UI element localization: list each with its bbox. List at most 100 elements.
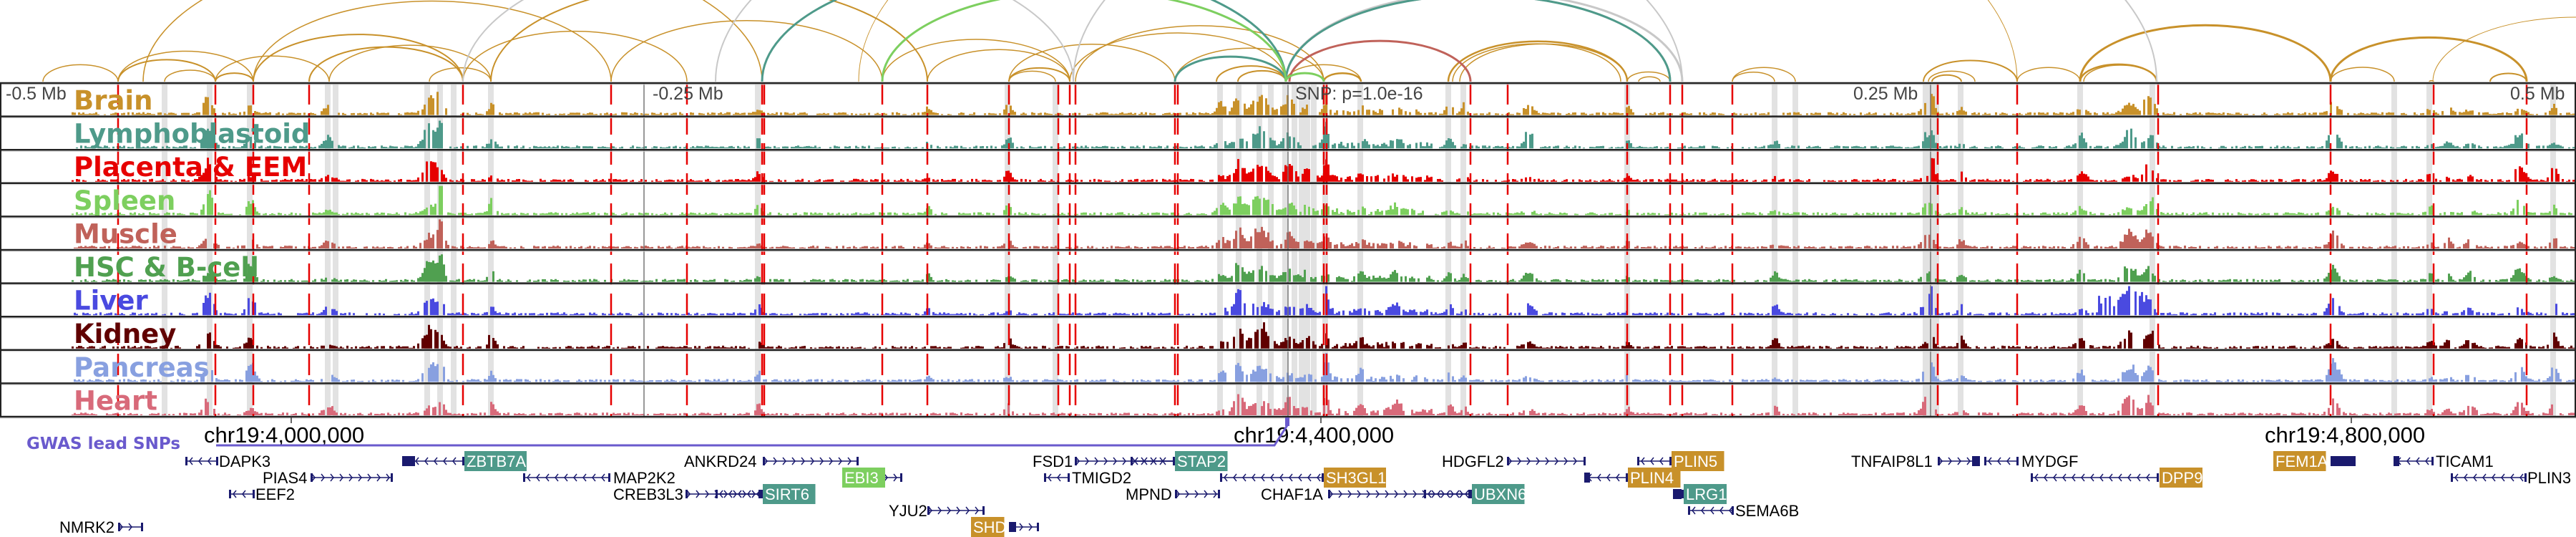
- gene-plin3[interactable]: PLIN3: [2451, 469, 2571, 487]
- coordinate-label: chr19:4,000,000: [204, 422, 364, 448]
- strand-arrow-icon: [1176, 490, 1180, 498]
- strand-arrow-icon: [128, 523, 132, 531]
- gene-label: SEMA6B: [1735, 502, 1799, 520]
- strand-arrow-icon: [2062, 473, 2067, 482]
- gene-dpp9[interactable]: DPP9: [2031, 468, 2202, 488]
- track-label: Liver: [74, 286, 148, 316]
- gene-tnfaip8l1[interactable]: TNFAIP8L1: [1851, 453, 1980, 470]
- gene-dapk3[interactable]: DAPK3: [185, 453, 270, 470]
- interaction-arc: [1284, 0, 1672, 82]
- gene-label: MPND: [1126, 485, 1172, 503]
- gene-end: [2524, 473, 2527, 482]
- interaction-arc: [490, 0, 928, 82]
- strand-arrow-icon: [2034, 473, 2039, 482]
- gene-ticam1[interactable]: TICAM1: [2394, 453, 2494, 470]
- strand-arrow-icon: [928, 506, 932, 515]
- gene-label: PLIN3: [2527, 469, 2571, 487]
- gene-highlight-box: [971, 517, 1005, 537]
- strand-arrow-icon: [582, 473, 587, 482]
- gene-sema6b[interactable]: SEMA6B: [1688, 502, 1799, 520]
- strand-arrow-icon: [1394, 490, 1398, 498]
- strand-arrow-icon: [1729, 506, 1733, 515]
- gene-shd[interactable]: SHD: [971, 517, 1039, 537]
- strand-arrow-icon: [1616, 473, 1620, 482]
- gene-nmrk2[interactable]: NMRK2: [59, 518, 143, 536]
- strand-arrow-icon: [1536, 457, 1540, 465]
- interaction-arc: [1626, 71, 1671, 82]
- gene-plin4[interactable]: PLIN4: [1584, 468, 1681, 488]
- strand-arrow-icon: [1122, 457, 1126, 465]
- gene-map2k2[interactable]: MAP2K2: [523, 469, 675, 487]
- gene-stap2[interactable]: STAP2: [1131, 451, 1228, 471]
- strand-arrow-icon: [424, 457, 429, 465]
- gene-yju2[interactable]: YJU2: [889, 502, 985, 520]
- interaction-arc: [1928, 70, 1976, 82]
- strand-arrow-icon: [847, 457, 852, 465]
- strand-arrow-icon: [1375, 490, 1380, 498]
- gene-pias4[interactable]: PIAS4: [263, 469, 393, 487]
- strand-arrow-icon: [893, 473, 897, 482]
- gene-end: [1131, 457, 1133, 465]
- gene-label: CREB3L3: [613, 485, 683, 503]
- interaction-arc: [1285, 64, 1362, 82]
- signal-track-pancreas[interactable]: [74, 353, 2576, 382]
- strand-arrow-icon: [1597, 473, 1601, 482]
- gene-mydgf[interactable]: MYDGF: [1984, 453, 2078, 470]
- gene-eef2[interactable]: EEF2: [229, 485, 295, 503]
- gene-label: UBXN6: [1474, 485, 1526, 503]
- strand-arrow-icon: [1261, 473, 1265, 482]
- gene-zbtb7a[interactable]: ZBTB7A: [402, 451, 527, 471]
- gene-fem1a[interactable]: FEM1A: [2273, 451, 2356, 471]
- gene-mpnd[interactable]: MPND: [1126, 485, 1220, 503]
- gene-label: FSD1: [1033, 453, 1073, 470]
- gene-label: TMIGD2: [1072, 469, 1131, 487]
- strand-arrow-icon: [233, 490, 237, 498]
- gene-ebi3[interactable]: EBI3: [842, 468, 902, 488]
- interaction-arc: [1923, 59, 2018, 82]
- axis-label-left-mid: -0.25 Mb: [653, 84, 723, 104]
- gwas-snp-marker[interactable]: [1285, 417, 1289, 426]
- signal-track-muscle[interactable]: [74, 219, 2576, 248]
- gene-sh3gl1[interactable]: SH3GL1: [1220, 468, 1386, 488]
- strand-arrow-icon: [956, 506, 960, 515]
- strand-arrow-icon: [838, 457, 842, 465]
- gene-end: [761, 490, 763, 498]
- signal-track-placenta-eem[interactable]: [72, 158, 2575, 182]
- strand-arrow-icon: [1204, 490, 1208, 498]
- gene-ubxn6[interactable]: UBXN6: [1424, 484, 1526, 504]
- gene-highlight-box: [464, 451, 527, 471]
- strand-arrow-icon: [965, 506, 970, 515]
- interaction-arc: [117, 50, 254, 82]
- strand-arrow-icon: [1224, 473, 1228, 482]
- signal-bars: [72, 92, 2576, 115]
- gene-exon: [1009, 522, 1016, 532]
- gene-end: [1507, 457, 1509, 465]
- signal-track-brain[interactable]: [72, 92, 2576, 115]
- signal-track-lymphoblastoid[interactable]: [76, 120, 2575, 149]
- gene-sirt6[interactable]: SIRT6: [716, 484, 816, 504]
- gene-hdgfl2[interactable]: HDGFL2: [1442, 453, 1586, 470]
- gene-end: [763, 457, 765, 465]
- gene-end: [2451, 473, 2453, 482]
- interaction-arc: [1931, 74, 1962, 82]
- coordinate-label: chr19:4,400,000: [1234, 422, 1394, 448]
- interaction-arc: [1284, 72, 1325, 82]
- coordinate-label: chr19:4,800,000: [2265, 422, 2425, 448]
- signal-track-liver[interactable]: [74, 286, 2575, 316]
- interaction-arc: [1447, 40, 1629, 82]
- gene-ankrd24[interactable]: ANKRD24: [684, 453, 859, 470]
- gene-tmigd2[interactable]: TMIGD2: [1044, 469, 1131, 487]
- strand-arrow-icon: [1019, 523, 1023, 531]
- signal-track-kidney[interactable]: [72, 322, 2575, 349]
- strand-arrow-icon: [719, 490, 723, 498]
- strand-arrow-icon: [1710, 506, 1714, 515]
- interaction-arc: [2079, 24, 2332, 82]
- gene-lrg1[interactable]: LRG1: [1673, 484, 1727, 504]
- strand-arrow-icon: [358, 473, 362, 482]
- track-label: Heart: [74, 385, 157, 416]
- strand-arrow-icon: [443, 457, 447, 465]
- gene-track: DAPK3 ZBTB7A ANKRD24 PIAS4 MAP2K2 EBI3 EEF2 CRE…: [59, 451, 2571, 537]
- gwas-connector-line: [216, 425, 1289, 447]
- gene-end: [1688, 506, 1690, 515]
- gene-end: [118, 523, 120, 531]
